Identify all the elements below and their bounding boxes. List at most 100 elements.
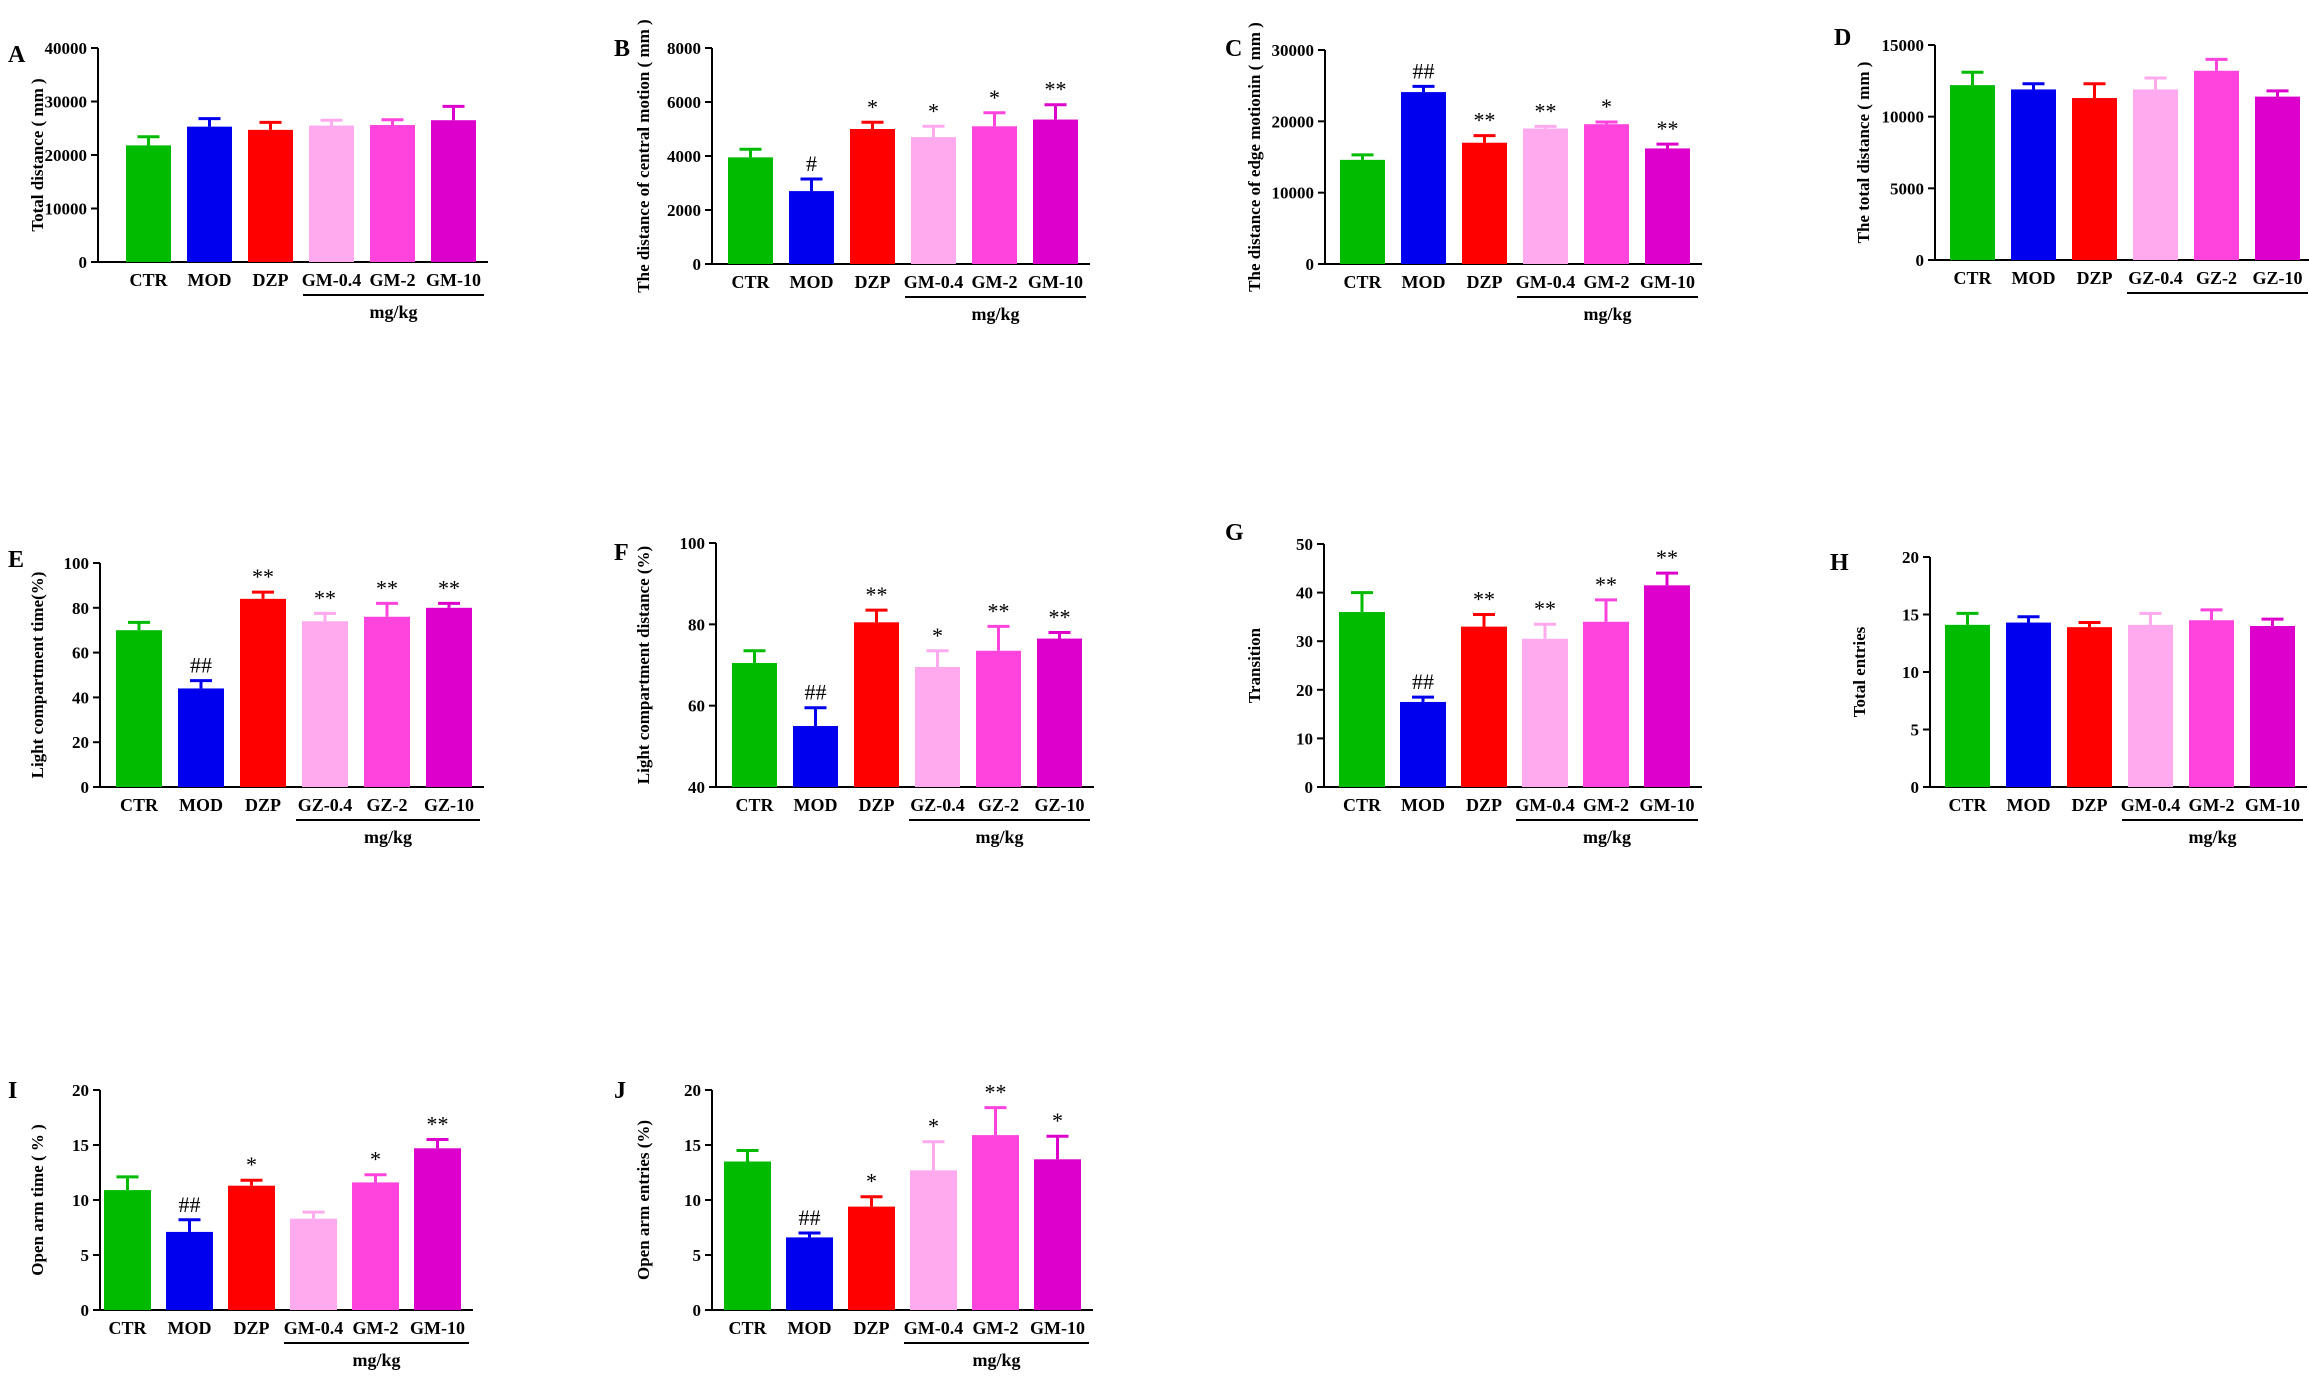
category-label: GM-10 xyxy=(1028,272,1083,292)
bar-gm-0-4 xyxy=(2128,624,2173,787)
significance-marker: ** xyxy=(438,575,460,600)
y-axis-label: Total distance ( mm ) xyxy=(28,78,47,231)
bar-dzp xyxy=(1462,142,1507,264)
y-tick-label: 20 xyxy=(684,1081,701,1100)
dose-unit-label: mg/kg xyxy=(971,304,1019,324)
category-label: MOD xyxy=(1402,272,1446,292)
y-axis-label: Transition xyxy=(1245,627,1264,703)
significance-marker: ** xyxy=(1656,545,1678,570)
y-tick-label: 10000 xyxy=(45,200,88,219)
bar-gm-2 xyxy=(352,1182,399,1310)
panel-b: B 0 2000 4000 6000 8000 The distance of centra… xyxy=(614,19,1090,324)
bar-gz-2 xyxy=(2194,70,2239,260)
panel-letter: I xyxy=(8,1078,17,1104)
significance-marker: ## xyxy=(179,1192,201,1217)
y-axis-label: The distance of central motion ( mm ) xyxy=(634,19,653,292)
bar-gz-0-4 xyxy=(915,667,960,787)
category-label: DZP xyxy=(253,270,289,290)
bar-gm-0-4 xyxy=(1523,128,1568,264)
category-label: GZ-10 xyxy=(424,795,474,815)
category-label: DZP xyxy=(245,795,281,815)
category-label: DZP xyxy=(859,795,895,815)
category-label: MOD xyxy=(2012,268,2056,288)
bar-ctr xyxy=(724,1161,771,1310)
y-axis-label: The distance of edge motionin ( mm ) xyxy=(1245,22,1264,292)
bar-ctr xyxy=(116,630,162,787)
category-label: CTR xyxy=(120,795,159,815)
significance-marker: ** xyxy=(252,564,274,589)
bar-mod xyxy=(2006,622,2051,787)
y-tick-label: 80 xyxy=(72,599,89,618)
significance-marker: ** xyxy=(1473,586,1495,611)
y-tick-label: 15 xyxy=(1902,606,1919,625)
bar-mod xyxy=(789,191,834,264)
category-label: CTR xyxy=(1343,795,1382,815)
category-label: GZ-2 xyxy=(2196,268,2237,288)
category-label: GM-0.4 xyxy=(904,1318,963,1338)
y-tick-label: 60 xyxy=(688,697,705,716)
category-label: MOD xyxy=(790,272,834,292)
bar-dzp xyxy=(248,129,293,262)
category-label: GM-2 xyxy=(1583,795,1629,815)
category-label: CTR xyxy=(108,1318,147,1338)
bar-gz-2 xyxy=(364,616,410,787)
dose-unit-label: mg/kg xyxy=(972,1350,1020,1370)
y-tick-label: 40 xyxy=(688,778,705,797)
y-tick-label: 60 xyxy=(72,644,89,663)
dose-unit-label: mg/kg xyxy=(369,302,417,322)
bar-gm-0-4 xyxy=(911,137,956,264)
y-tick-label: 10 xyxy=(684,1191,701,1210)
y-tick-label: 20 xyxy=(72,1081,89,1100)
significance-marker: ## xyxy=(799,1205,821,1230)
bar-ctr xyxy=(1339,612,1385,787)
category-label: GM-2 xyxy=(370,270,416,290)
category-label: MOD xyxy=(188,270,232,290)
y-tick-label: 6000 xyxy=(667,93,701,112)
bar-gm-10 xyxy=(1034,1159,1081,1310)
panel-letter: C xyxy=(1225,36,1242,62)
y-tick-label: 0 xyxy=(1306,255,1315,274)
category-label: DZP xyxy=(854,1318,890,1338)
significance-marker: * xyxy=(928,1114,939,1139)
panel-letter: E xyxy=(8,547,24,573)
y-tick-label: 10000 xyxy=(1882,108,1925,127)
category-label: GM-10 xyxy=(410,1318,465,1338)
bar-mod xyxy=(1401,92,1446,264)
bar-dzp xyxy=(1461,626,1507,787)
y-tick-label: 5 xyxy=(693,1246,702,1265)
category-label: GM-10 xyxy=(2245,795,2300,815)
category-label: CTR xyxy=(735,795,774,815)
significance-marker: * xyxy=(246,1152,257,1177)
bar-gm-2 xyxy=(1583,621,1629,787)
panel-letter: B xyxy=(614,36,630,62)
significance-marker: ** xyxy=(985,1080,1007,1105)
y-tick-label: 30 xyxy=(1296,632,1313,651)
panel-f: F 40 60 80 100 Light compartment distance (%)… xyxy=(614,534,1094,847)
category-label: DZP xyxy=(2072,795,2108,815)
category-label: GM-2 xyxy=(353,1318,399,1338)
y-tick-label: 10 xyxy=(1902,663,1919,682)
bar-gm-2 xyxy=(972,1135,1019,1310)
significance-marker: * xyxy=(370,1147,381,1172)
significance-marker: ** xyxy=(427,1112,449,1137)
bar-dzp xyxy=(240,598,286,787)
bar-dzp xyxy=(854,622,899,787)
category-label: GM-0.4 xyxy=(904,272,963,292)
y-tick-label: 5 xyxy=(81,1246,90,1265)
y-tick-label: 0 xyxy=(1911,778,1920,797)
dose-unit-label: mg/kg xyxy=(352,1350,400,1370)
y-tick-label: 40000 xyxy=(45,39,88,58)
panel-letter: G xyxy=(1225,520,1244,546)
category-label: MOD xyxy=(788,1318,832,1338)
significance-marker: ** xyxy=(1045,77,1067,102)
bar-gz-2 xyxy=(976,650,1021,787)
bar-dzp xyxy=(848,1206,895,1310)
y-tick-label: 20 xyxy=(1296,681,1313,700)
significance-marker: ** xyxy=(866,582,888,607)
category-label: GZ-0.4 xyxy=(2128,268,2183,288)
significance-marker: ** xyxy=(376,575,398,600)
bar-gm-10 xyxy=(1033,119,1078,264)
bar-dzp xyxy=(2067,627,2112,787)
y-tick-label: 0 xyxy=(79,253,88,272)
category-label: CTR xyxy=(728,1318,767,1338)
